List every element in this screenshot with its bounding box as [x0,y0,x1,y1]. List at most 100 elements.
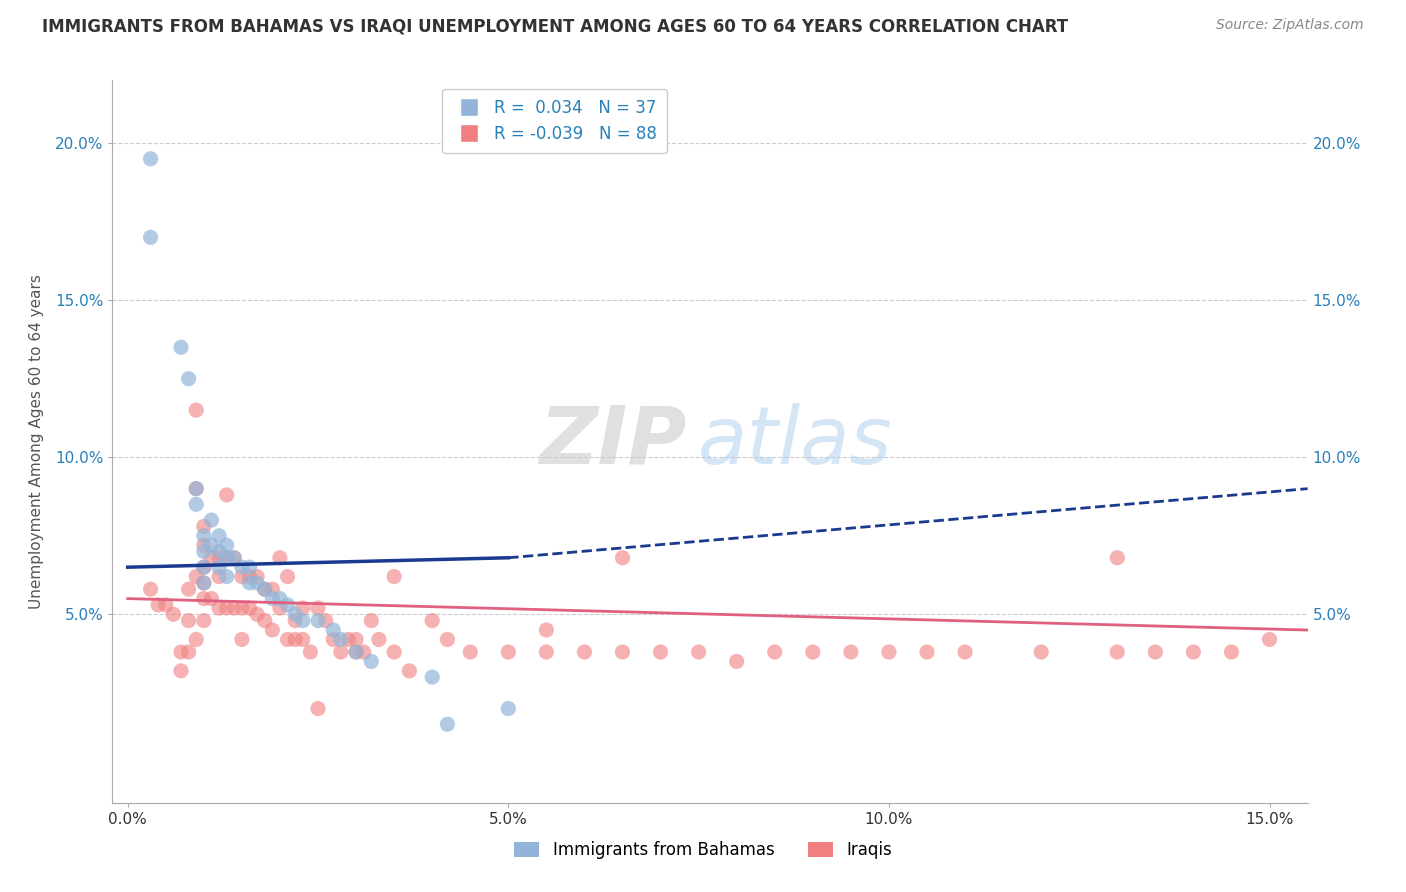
Point [193,591,215,606]
Point [200,538,222,552]
Point [200,591,222,606]
Point [208,601,231,615]
Point [170,664,193,678]
Point [382,645,405,659]
Point [436,717,458,731]
Point [1144,645,1167,659]
Point [238,560,260,574]
Point [307,614,329,628]
Point [231,601,253,615]
Point [1182,645,1205,659]
Point [186,482,208,496]
Point [291,601,314,615]
Point [170,340,193,354]
Point [612,550,634,565]
Point [193,538,215,552]
Point [215,601,238,615]
Point [498,645,520,659]
Point [953,645,976,659]
Point [238,569,260,583]
Point [162,607,184,622]
Point [262,623,284,637]
Point [574,645,596,659]
Point [246,569,269,583]
Point [231,560,253,574]
Point [915,645,938,659]
Point [253,614,276,628]
Point [322,623,344,637]
Point [353,645,375,659]
Point [536,645,558,659]
Point [299,645,322,659]
Point [186,403,208,417]
Point [1031,645,1053,659]
Point [177,614,200,628]
Point [763,645,786,659]
Point [344,645,367,659]
Point [1107,645,1129,659]
Legend: Immigrants from Bahamas, Iraqis: Immigrants from Bahamas, Iraqis [508,835,898,866]
Point [215,550,238,565]
Point [231,569,253,583]
Point [215,488,238,502]
Point [1258,632,1281,647]
Point [253,582,276,597]
Point [208,529,231,543]
Point [186,569,208,583]
Point [1220,645,1243,659]
Point [177,645,200,659]
Point [284,614,307,628]
Point [307,701,329,715]
Point [193,560,215,574]
Point [688,645,710,659]
Point [382,569,405,583]
Point [186,632,208,647]
Point [650,645,672,659]
Point [398,664,420,678]
Point [877,645,900,659]
Point [193,614,215,628]
Point [193,560,215,574]
Point [1107,550,1129,565]
Point [839,645,862,659]
Point [315,614,337,628]
Point [224,550,246,565]
Point [322,632,344,647]
Text: Source: ZipAtlas.com: Source: ZipAtlas.com [1216,18,1364,32]
Point [208,560,231,574]
Point [284,607,307,622]
Point [186,497,208,511]
Point [291,632,314,647]
Point [193,529,215,543]
Point [269,591,291,606]
Point [277,632,299,647]
Point [155,598,177,612]
Point [238,601,260,615]
Point [215,569,238,583]
Point [420,670,443,684]
Point [458,645,481,659]
Point [262,591,284,606]
Point [208,544,231,558]
Point [269,601,291,615]
Point [215,550,238,565]
Point [344,645,367,659]
Point [307,601,329,615]
Point [200,513,222,527]
Point [186,482,208,496]
Point [262,582,284,597]
Point [277,598,299,612]
Point [177,372,200,386]
Point [246,607,269,622]
Point [139,582,162,597]
Point [246,575,269,590]
Point [208,569,231,583]
Point [360,614,382,628]
Point [269,550,291,565]
Point [193,519,215,533]
Point [200,550,222,565]
Point [420,614,443,628]
Point [238,575,260,590]
Text: IMMIGRANTS FROM BAHAMAS VS IRAQI UNEMPLOYMENT AMONG AGES 60 TO 64 YEARS CORRELAT: IMMIGRANTS FROM BAHAMAS VS IRAQI UNEMPLO… [42,18,1069,36]
Point [170,645,193,659]
